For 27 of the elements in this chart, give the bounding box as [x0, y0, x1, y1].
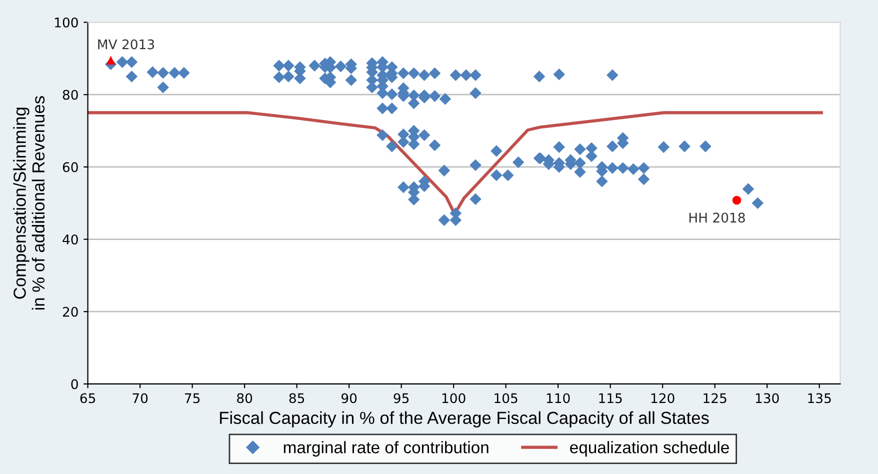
y-tick-label: 80 [62, 90, 78, 100]
annotation: MV 2013 [98, 39, 154, 50]
x-tick-label: 95 [394, 393, 409, 404]
x-tick-label: 115 [599, 393, 622, 404]
y-tick-label: 0 [71, 379, 78, 390]
x-tick-label: 75 [184, 393, 200, 404]
annotation: HH 2018 [689, 212, 745, 223]
x-tick-label: 110 [546, 393, 570, 404]
x-tick-label: 120 [651, 393, 674, 404]
y-tick-label: 100 [55, 18, 78, 28]
x-tick-label: 100 [442, 393, 466, 404]
y-axis-title: Compensation/Skimming in % of additional Revenues [13, 96, 45, 310]
x-axis-title: Fiscal Capacity in % of the Average Fiscal Capacity of all States [220, 411, 709, 428]
x-tick-label: 105 [494, 393, 518, 404]
x-tick-label: 85 [289, 393, 304, 404]
legend-label: equalization schedule [570, 441, 729, 457]
x-tick-label: 125 [704, 393, 726, 404]
x-tick-label: 80 [237, 393, 252, 404]
y-tick-label: 60 [62, 162, 78, 172]
x-tick-label: 135 [808, 393, 831, 404]
x-tick-label: 130 [756, 393, 779, 404]
x-tick-label: 70 [132, 393, 148, 404]
y-tick-label: 20 [62, 306, 78, 317]
x-tick-label: 65 [80, 393, 96, 404]
y-tick-label: 40 [62, 234, 78, 244]
x-tick-label: 90 [342, 393, 357, 404]
legend-label: marginal rate of contribution [284, 441, 488, 457]
